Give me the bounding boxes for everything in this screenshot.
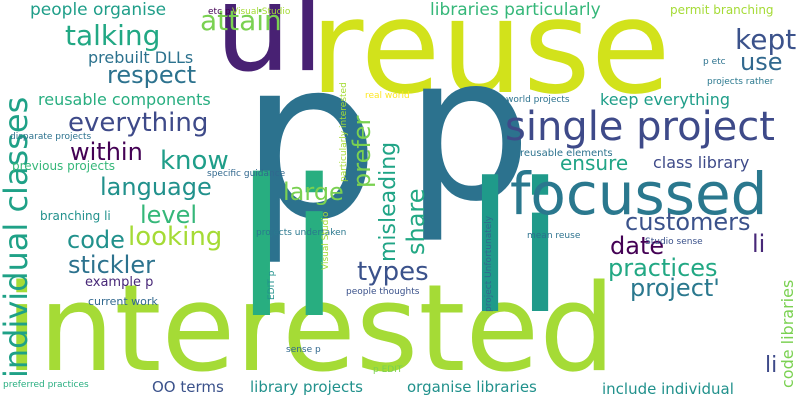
word-interested: interested: [5, 260, 616, 399]
word-library-projects: library projects: [250, 378, 363, 396]
word-p-right: p: [405, 13, 532, 246]
word-types: types: [357, 257, 429, 287]
word-know: know: [160, 146, 229, 176]
word-disparate-projects: disparate projects: [10, 132, 92, 142]
word-etc-p: etc p: [208, 7, 231, 17]
word-projects-undertaken: projects undertaken: [256, 228, 347, 238]
word-use: use: [740, 48, 783, 76]
word-li-bottom-right: li: [765, 353, 778, 378]
word-current-work: current work: [88, 295, 158, 308]
word-share: share: [402, 188, 430, 255]
word-specific-guidance: specific guidance: [207, 169, 286, 179]
word-people-organise: people organise: [30, 0, 167, 20]
word-level: level: [140, 201, 198, 229]
word-people-thoughts: people thoughts: [346, 287, 420, 297]
word-li-small: li: [752, 230, 766, 258]
word-ensure: ensure: [560, 151, 629, 175]
word-reusable-elements: reusable elements: [520, 148, 613, 159]
word-kept: kept: [735, 23, 797, 56]
word-branching-li: branching li: [40, 209, 111, 223]
word-respect: respect: [107, 61, 197, 89]
word-projects-rather: projects rather: [707, 77, 774, 87]
word-visual-studio-top: Visual Studio: [232, 7, 291, 17]
word-li-right: li: [465, 145, 566, 354]
word-sense-p: sense p: [286, 345, 321, 355]
word-project-unfortunately: project Unfortunately: [484, 215, 494, 312]
word-visual-studio-vertical: Visual Studio: [321, 211, 331, 270]
word-p-edit: p EDIT: [373, 365, 403, 375]
word-li-center: li: [235, 139, 341, 360]
word-studio-sense: Studio sense: [645, 237, 703, 247]
word-include-individual: include individual: [602, 380, 734, 398]
word-attain: attain: [200, 4, 282, 37]
word-organise-libraries: organise libraries: [407, 378, 537, 396]
word-reusable-components: reusable components: [38, 90, 211, 109]
word-language: language: [100, 173, 212, 201]
word-talking: talking: [65, 19, 161, 52]
word-code-libraries: code libraries: [778, 279, 797, 388]
word-prebuilt-dlls: prebuilt DLLs: [88, 48, 194, 67]
word-particularly-interested: particularly interested: [339, 82, 349, 182]
word-date: date: [610, 232, 665, 260]
word-p-left: p: [240, 12, 380, 268]
word-single-project: single project: [505, 104, 775, 150]
word-libraries-particularly: libraries particularly: [430, 0, 601, 20]
word-edit-p: EDIT p: [267, 270, 277, 300]
word-oo-terms: OO terms: [152, 378, 224, 396]
word-code: code: [67, 226, 125, 254]
word-keep-everything: keep everything: [600, 90, 730, 109]
word-p-etc: p etc: [703, 57, 726, 67]
word-reuse: reuse: [310, 0, 671, 123]
word-ul: ul: [215, 0, 325, 99]
word-class-library: class library: [653, 153, 750, 172]
word-looking: looking: [128, 222, 223, 252]
word-project-quote: project': [630, 274, 720, 302]
word-previous-projects: previous projects: [12, 159, 116, 173]
word-practices: practices: [608, 254, 718, 282]
word-real-world: real world: [365, 91, 410, 101]
word-preferred-practices: preferred practices: [3, 380, 89, 390]
word-world-projects: world projects: [506, 95, 570, 105]
word-everything: everything: [68, 108, 209, 138]
word-focussed: focussed: [510, 160, 768, 228]
word-example-p: example p: [85, 275, 154, 290]
word-large: large: [283, 178, 344, 206]
word-stickler: stickler: [68, 251, 155, 279]
word-prefer: prefer: [348, 115, 376, 188]
word-mean-reuse: mean reuse: [527, 231, 581, 241]
word-customers: customers: [625, 208, 751, 236]
word-misleading: misleading: [376, 141, 401, 262]
word-permit-branching: permit branching: [670, 3, 774, 17]
word-within: within: [70, 138, 143, 166]
